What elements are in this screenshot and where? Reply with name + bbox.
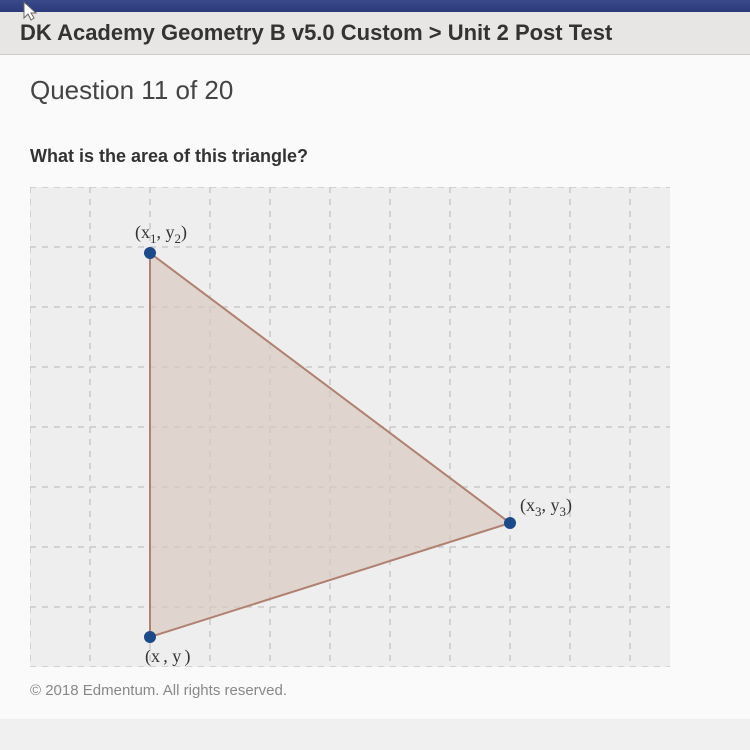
svg-text:(x , y ): (x , y )	[145, 646, 191, 667]
question-prompt: What is the area of this triangle?	[30, 146, 720, 167]
breadcrumb: DK Academy Geometry B v5.0 Custom > Unit…	[0, 12, 750, 55]
triangle-graph: (x1, y2)(x3, y3)(x , y )	[30, 187, 670, 667]
graph-svg: (x1, y2)(x3, y3)(x , y )	[30, 187, 670, 667]
cursor-icon	[20, 0, 44, 24]
question-panel: Question 11 of 20 What is the area of th…	[0, 55, 750, 719]
window-title-bar	[0, 0, 750, 12]
question-number: Question 11 of 20	[30, 75, 720, 106]
breadcrumb-text: DK Academy Geometry B v5.0 Custom > Unit…	[20, 20, 612, 45]
copyright-text: © 2018 Edmentum. All rights reserved.	[30, 682, 720, 699]
